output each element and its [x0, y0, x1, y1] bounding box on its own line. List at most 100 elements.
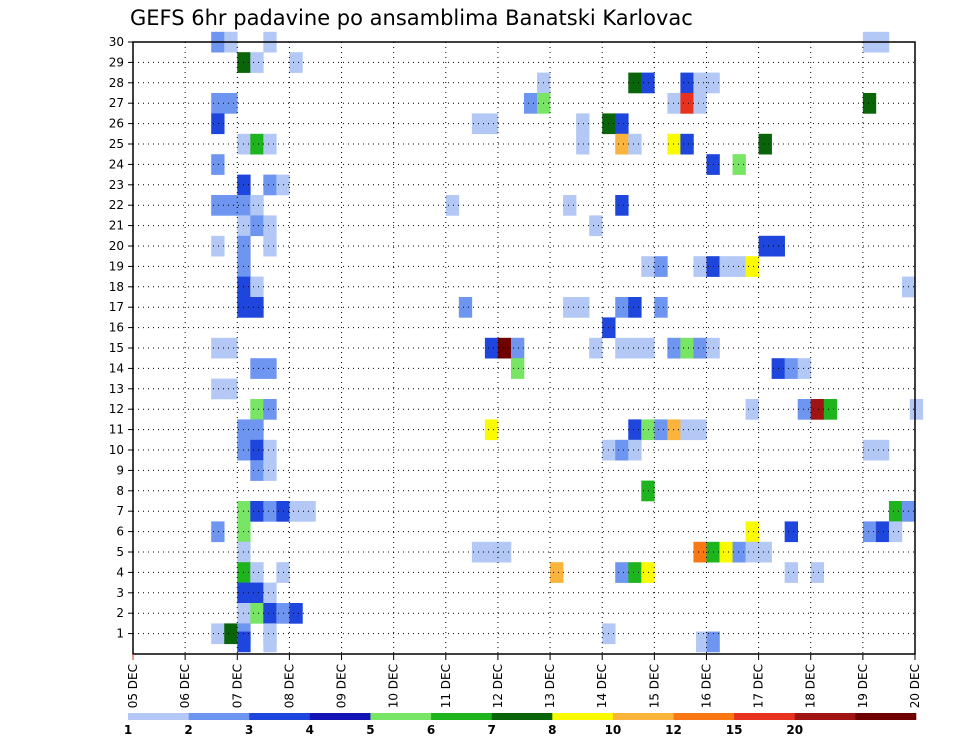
heatmap-cell: [719, 256, 733, 277]
heatmap-cells: [211, 31, 924, 653]
heatmap-cell: [680, 133, 694, 155]
heatmap-cell: [654, 256, 668, 277]
heatmap-cell: [758, 235, 772, 257]
heatmap-cell: [250, 358, 264, 379]
heatmap-cell: [497, 541, 512, 563]
y-tick-label: 10: [109, 443, 124, 457]
heatmap-cell: [667, 419, 681, 441]
colorbar-swatch: [370, 713, 432, 720]
heatmap-cell: [693, 256, 707, 277]
heatmap-cell: [641, 419, 655, 441]
heatmap-cell: [615, 297, 629, 318]
heatmap-cell: [263, 358, 277, 379]
heatmap-cell: [497, 337, 512, 359]
y-tick-label: 12: [109, 402, 124, 416]
x-tick-label: 08 DEC: [282, 664, 296, 708]
heatmap-cell: [263, 603, 277, 624]
heatmap-cell: [680, 337, 694, 359]
heatmap-cell: [693, 419, 707, 441]
x-tick-label: 14 DEC: [595, 664, 609, 708]
heatmap-cell: [693, 337, 707, 359]
heatmap-cell: [875, 439, 890, 461]
heatmap-cell: [563, 195, 577, 216]
heatmap-cell: [224, 195, 238, 216]
heatmap-cell: [745, 541, 759, 563]
heatmap-cell: [667, 133, 681, 155]
heatmap-cell: [211, 623, 225, 645]
heatmap-cell: [745, 256, 759, 277]
colorbar-label: 7: [488, 723, 496, 737]
colorbar-label: 6: [427, 723, 435, 737]
heatmap-cell: [250, 276, 264, 298]
x-tick-label: 17 DEC: [752, 664, 766, 708]
y-tick-label: 28: [109, 76, 124, 90]
y-tick-label: 5: [116, 545, 124, 559]
heatmap-cell: [576, 113, 590, 135]
heatmap-cell: [289, 52, 303, 73]
colorbar-swatch: [552, 713, 614, 720]
heatmap-cell: [510, 337, 525, 359]
heatmap-cell: [263, 133, 277, 155]
heatmap-cell: [250, 501, 264, 522]
colorbar-label: 5: [366, 723, 374, 737]
heatmap-cell: [784, 358, 798, 379]
heatmap-cell: [732, 154, 746, 175]
colorbar: 1 2 3 4 5 6 7 8 10 12 15 20: [124, 713, 917, 737]
heatmap-cell: [615, 337, 629, 359]
x-tick-label: 19 DEC: [856, 664, 870, 708]
heatmap-cell: [524, 93, 538, 114]
x-tick-label: 06 DEC: [178, 664, 192, 708]
y-tick-label: 3: [116, 586, 124, 600]
heatmap-cell: [289, 603, 303, 624]
heatmap-cell: [758, 133, 772, 155]
heatmap-cell: [615, 113, 629, 135]
heatmap-cell: [641, 256, 655, 277]
heatmap-cell: [484, 419, 499, 441]
heatmap-cell: [550, 562, 564, 583]
heatmap-cell: [667, 337, 681, 359]
heatmap-cell: [810, 562, 825, 583]
heatmap-cell: [680, 93, 694, 114]
y-tick-label: 9: [116, 463, 124, 477]
heatmap-cell: [445, 195, 460, 216]
heatmap-cell: [628, 337, 642, 359]
heatmap-cell: [862, 439, 877, 461]
heatmap-cell: [745, 521, 759, 543]
heatmap-cell: [211, 521, 225, 543]
heatmap-cell: [875, 521, 890, 543]
heatmap-cell: [641, 562, 655, 583]
heatmap-cell: [693, 72, 707, 94]
heatmap-cell: [628, 562, 642, 583]
heatmap-cell: [909, 399, 924, 420]
y-tick-label: 7: [116, 504, 124, 518]
colorbar-swatch: [673, 713, 735, 720]
heatmap-cell: [628, 133, 642, 155]
grid-lines: [133, 41, 915, 654]
heatmap-cell: [654, 297, 668, 318]
y-tick-label: 27: [109, 96, 124, 110]
heatmap-cell: [211, 93, 225, 114]
y-tick-label: 2: [116, 606, 124, 620]
heatmap-cell: [784, 562, 798, 583]
heatmap-cell: [706, 631, 720, 653]
y-tick-label: 20: [109, 239, 124, 253]
x-axis: 05 DEC 06 DEC 07 DEC 08 DEC 09 DEC 10 DEC 11 D…: [126, 654, 922, 708]
heatmap-cell: [797, 399, 812, 420]
heatmap-cell: [250, 195, 264, 216]
x-tick-label: 16 DEC: [699, 664, 713, 708]
heatmap-cell: [250, 582, 264, 604]
heatmap-cell: [641, 480, 655, 502]
y-tick-label: 21: [109, 219, 124, 233]
y-tick-label: 22: [109, 198, 124, 212]
colorbar-label: 20: [786, 723, 803, 737]
heatmap-cell: [615, 439, 629, 461]
heatmap-cell: [888, 521, 903, 543]
heatmap-cell: [589, 215, 603, 237]
heatmap-cell: [211, 195, 225, 216]
heatmap-cell: [823, 399, 838, 420]
heatmap-cell: [224, 623, 238, 645]
x-tick-label: 07 DEC: [230, 664, 244, 708]
heatmap-cell: [211, 337, 225, 359]
y-tick-label: 11: [109, 423, 124, 437]
